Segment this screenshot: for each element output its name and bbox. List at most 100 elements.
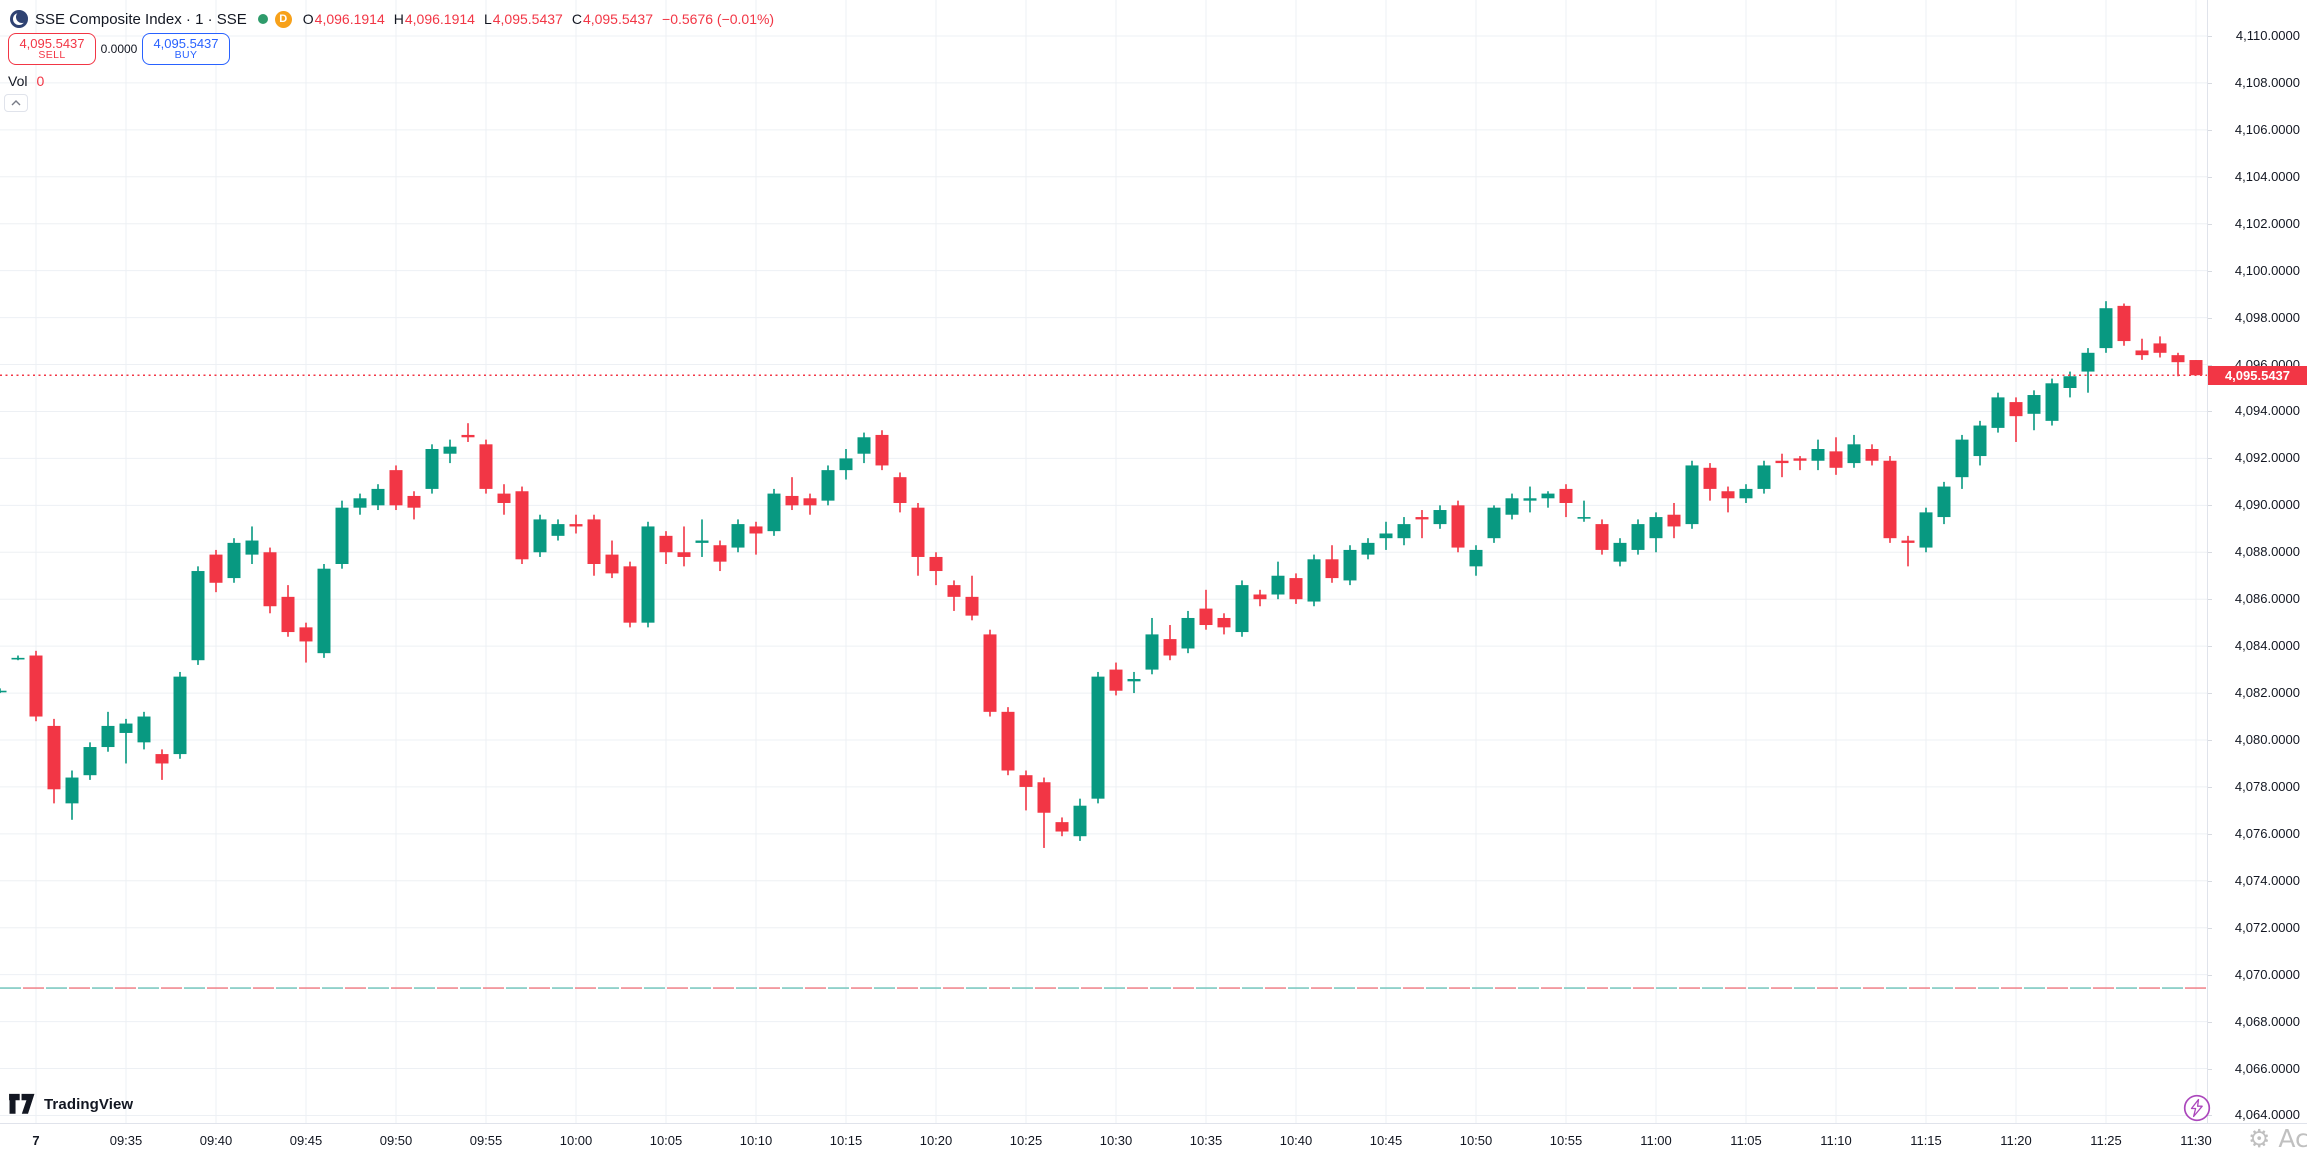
candle [1181, 610, 1195, 654]
price-axis-label: 4,068.0000 [2234, 1013, 2300, 1029]
candle [317, 563, 331, 658]
grid [0, 0, 2207, 1123]
price-axis-label: 4,074.0000 [2234, 872, 2300, 888]
symbol-title[interactable]: SSE Composite Index · 1 · SSE [35, 10, 247, 28]
price-axis-label: 4,098.0000 [2234, 309, 2300, 325]
candle [1847, 434, 1861, 468]
candle [1253, 589, 1267, 607]
price-axis-tick [2208, 505, 2212, 507]
candle [389, 465, 403, 511]
time-axis-label: 11:20 [2000, 1133, 2032, 1148]
candle [47, 718, 61, 804]
price-axis[interactable]: 4,110.0000 4,108.0000 4,106.0000 4,104.0000… [2208, 0, 2307, 1123]
change-value: −0.5676 (−0.01%) [662, 11, 775, 27]
buy-button[interactable]: 4,095.5437 BUY [142, 33, 230, 65]
tradingview-logo-icon [9, 1093, 35, 1114]
candle [65, 770, 79, 820]
candle [1667, 502, 1681, 539]
time-axis-label: 09:55 [469, 1133, 503, 1148]
candle [1055, 817, 1069, 837]
candle [821, 465, 835, 506]
price-axis-tick [2208, 82, 2212, 84]
candle [497, 484, 511, 515]
candle [2081, 348, 2095, 393]
chevron-up-icon [11, 100, 21, 106]
time-axis-separator [0, 1123, 2307, 1124]
price-axis-tick [2208, 974, 2212, 976]
candle [1235, 580, 1249, 637]
price-axis-label: 4,100.0000 [2234, 262, 2300, 278]
price-axis-label: 4,094.0000 [2234, 403, 2300, 419]
candle [479, 439, 493, 494]
candle [1739, 484, 1753, 503]
candle [2117, 303, 2131, 346]
price-axis-tick [2208, 411, 2212, 413]
candle [1973, 420, 1987, 466]
delayed-data-badge[interactable]: D [274, 10, 292, 28]
time-axis-label: 11:15 [1910, 1133, 1942, 1148]
candle [1883, 456, 1897, 543]
price-axis-tick [2208, 786, 2212, 788]
current-price-badge: 4,095.5437 [2208, 366, 2307, 385]
candle [1721, 486, 1735, 513]
candle [2171, 352, 2185, 377]
order-panel: 4,095.5437 SELL 0.0000 4,095.5437 BUY [8, 33, 230, 65]
price-axis-tick [2208, 364, 2212, 366]
candle [1073, 798, 1087, 841]
candle [1163, 625, 1177, 661]
candle [407, 491, 421, 520]
price-axis-label: 4,072.0000 [2234, 919, 2300, 935]
candle [1307, 554, 1321, 607]
candle [965, 575, 979, 621]
candle [1127, 671, 1141, 694]
candle [1289, 573, 1303, 604]
price-axis-label: 4,092.0000 [2234, 450, 2300, 466]
candle [1343, 545, 1357, 586]
bolt-circle [2183, 1094, 2211, 1122]
low-value: 4,095.5437 [492, 11, 563, 27]
time-axis-label: 11:30 [2180, 1133, 2212, 1148]
candle [1685, 460, 1699, 529]
time-axis-label: 09:40 [199, 1133, 233, 1148]
candle [1397, 517, 1411, 546]
price-chart-canvas[interactable] [0, 0, 2207, 1123]
candle [1793, 456, 1807, 471]
candle [533, 514, 547, 557]
candle [785, 477, 799, 511]
volume-label: Vol [8, 73, 28, 89]
candle [839, 449, 853, 480]
candle [227, 538, 241, 583]
candle [1703, 463, 1717, 501]
price-axis-tick [2208, 270, 2212, 272]
candle [749, 521, 763, 555]
symbol-legend: SSE Composite Index · 1 · SSE D O 4,096.1… [10, 8, 774, 30]
candle [443, 439, 457, 464]
time-axis[interactable]: 7 09:35 09:40 09:45 09:50 09:55 10:00 10:05 10:1… [0, 1124, 2307, 1157]
time-axis-label: 10:40 [1279, 1133, 1313, 1148]
instant-order-bolt-button[interactable] [2183, 1094, 2211, 1122]
candle [1217, 613, 1231, 635]
price-axis-label: 4,080.0000 [2234, 731, 2300, 747]
candle [2009, 397, 2023, 442]
time-axis-label: 10:15 [829, 1133, 863, 1148]
candle [623, 561, 637, 628]
candle [1037, 777, 1051, 848]
candle [911, 502, 925, 576]
price-axis-tick [2208, 176, 2212, 178]
candle [2189, 360, 2203, 376]
candle [569, 514, 583, 534]
candle [1415, 510, 1429, 539]
candle [1613, 538, 1627, 567]
candle [2135, 338, 2149, 360]
candle [1559, 484, 1573, 518]
tradingview-brand[interactable]: TradingView [8, 1092, 133, 1116]
sell-button[interactable]: 4,095.5437 SELL [8, 33, 96, 65]
candle [371, 484, 385, 511]
legend-collapse-button[interactable] [4, 94, 28, 112]
price-axis-label: 4,102.0000 [2234, 215, 2300, 231]
candle [1001, 707, 1015, 776]
candle [2153, 336, 2167, 358]
candle [119, 718, 133, 764]
time-axis-label: 09:35 [109, 1133, 143, 1148]
candle [1145, 617, 1159, 675]
